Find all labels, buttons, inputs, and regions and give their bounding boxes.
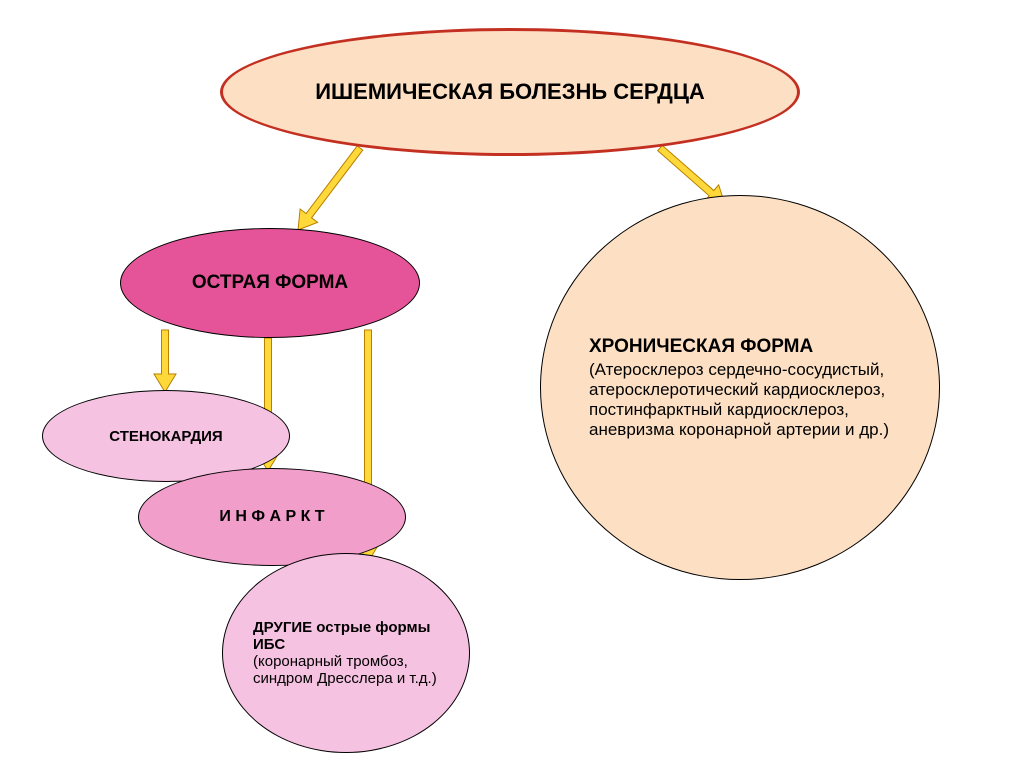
node-root: ИШЕМИЧЕСКАЯ БОЛЕЗНЬ СЕРДЦА (220, 28, 800, 156)
node-infarct-label: И Н Ф А Р К Т (205, 500, 338, 534)
node-chronic-text: ХРОНИЧЕСКАЯ ФОРМА (Атеросклероз сердечно… (541, 336, 939, 440)
node-infarct: И Н Ф А Р К Т (138, 468, 406, 566)
node-steno-label: СТЕНОКАРДИЯ (95, 420, 236, 453)
node-other-text: ДРУГИЕ острые формы ИБС (коронарный тром… (223, 619, 469, 687)
node-acute-form: ОСТРАЯ ФОРМА (120, 228, 420, 338)
node-other-desc: (коронарный тромбоз, синдром Дресслера и… (253, 653, 439, 687)
arrow (154, 330, 176, 392)
node-other-title: ДРУГИЕ острые формы ИБС (253, 619, 439, 653)
node-root-label: ИШЕМИЧЕСКАЯ БОЛЕЗНЬ СЕРДЦА (301, 71, 719, 113)
node-chronic-title: ХРОНИЧЕСКАЯ ФОРМА (589, 336, 891, 358)
node-acute-label: ОСТРАЯ ФОРМА (178, 264, 362, 302)
node-chronic-desc: (Атеросклероз сердечно-сосудистый, атеро… (589, 360, 891, 440)
node-other-acute: ДРУГИЕ острые формы ИБС (коронарный тром… (222, 553, 470, 753)
arrow (298, 146, 363, 230)
node-chronic-form: ХРОНИЧЕСКАЯ ФОРМА (Атеросклероз сердечно… (540, 195, 940, 580)
